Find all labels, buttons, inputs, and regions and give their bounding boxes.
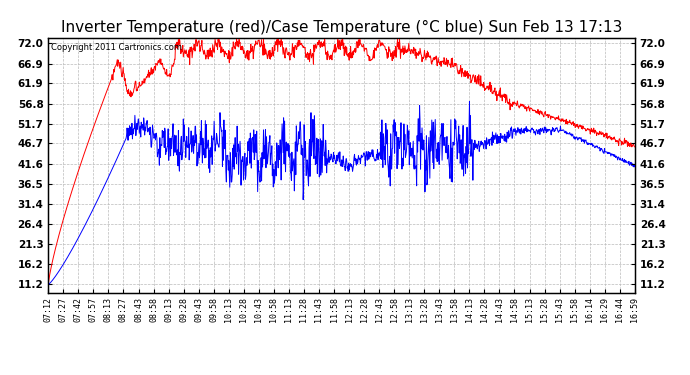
Text: Copyright 2011 Cartronics.com: Copyright 2011 Cartronics.com bbox=[51, 43, 182, 52]
Title: Inverter Temperature (red)/Case Temperature (°C blue) Sun Feb 13 17:13: Inverter Temperature (red)/Case Temperat… bbox=[61, 20, 622, 35]
